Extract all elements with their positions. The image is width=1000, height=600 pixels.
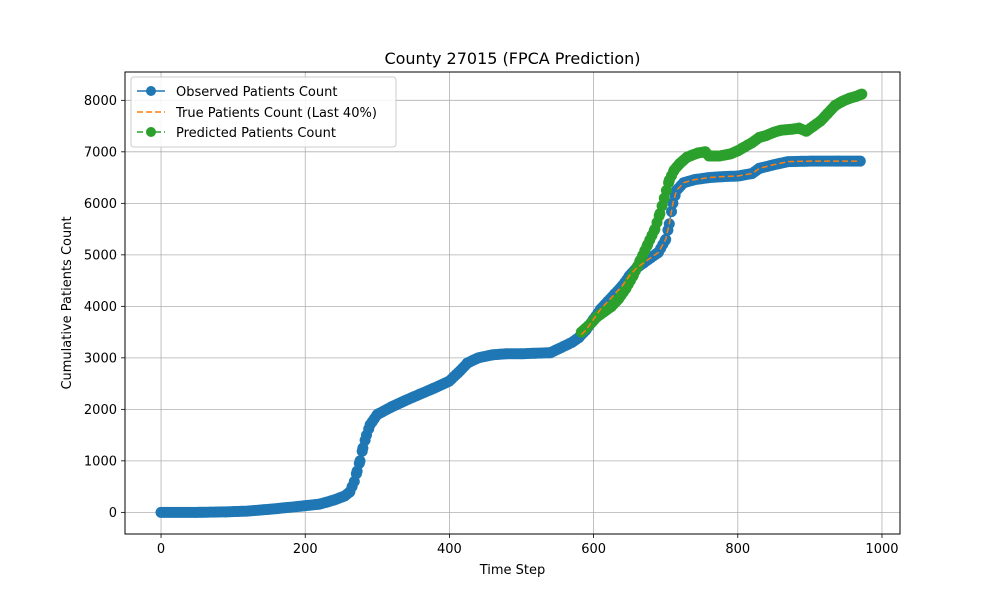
y-tick-label: 7000	[84, 145, 117, 160]
series-layer	[155, 88, 868, 518]
y-tick-label: 6000	[84, 197, 117, 212]
x-tick-label: 0	[157, 542, 165, 557]
x-tick-label: 600	[581, 542, 606, 557]
plot-frame	[124, 71, 901, 535]
y-tick-label: 2000	[84, 403, 117, 418]
y-tick-label: 3000	[84, 351, 117, 366]
x-axis-title: Time Step	[479, 563, 546, 578]
y-tick-label: 1000	[84, 454, 117, 469]
y-axis-title: Cumulative Patients Count	[60, 216, 75, 389]
legend-label-true: True Patients Count (Last 40%)	[175, 106, 377, 121]
legend-label-observed: Observed Patients Count	[176, 85, 337, 100]
legend-marker-observed	[146, 86, 156, 96]
x-tick-label: 400	[437, 542, 462, 557]
y-tick-label: 0	[109, 506, 117, 521]
legend-entry-predicted: Predicted Patients Count	[137, 126, 336, 141]
chart-title: County 27015 (FPCA Prediction)	[384, 49, 640, 68]
x-tick-label: 200	[293, 542, 318, 557]
series-true	[580, 160, 861, 336]
legend-label-predicted: Predicted Patients Count	[176, 126, 336, 141]
legend-marker-predicted	[146, 127, 156, 137]
y-tick-label: 5000	[84, 248, 117, 263]
legend-entry-observed: Observed Patients Count	[137, 85, 337, 100]
legend: Observed Patients Count True Patients Co…	[130, 76, 397, 148]
x-tick-label: 800	[725, 542, 750, 557]
y-tick-label: 4000	[84, 300, 117, 315]
series-line	[580, 160, 861, 336]
tick-layer: 0 200 400 600 800 1000 0 1000 2000 3000 4000 5000 60…	[84, 94, 899, 557]
y-tick-label: 8000	[84, 94, 117, 109]
series-line	[580, 93, 863, 333]
legend-entry-true: True Patients Count (Last 40%)	[137, 106, 377, 121]
legend-box	[130, 76, 397, 148]
x-tick-label: 1000	[865, 542, 898, 557]
